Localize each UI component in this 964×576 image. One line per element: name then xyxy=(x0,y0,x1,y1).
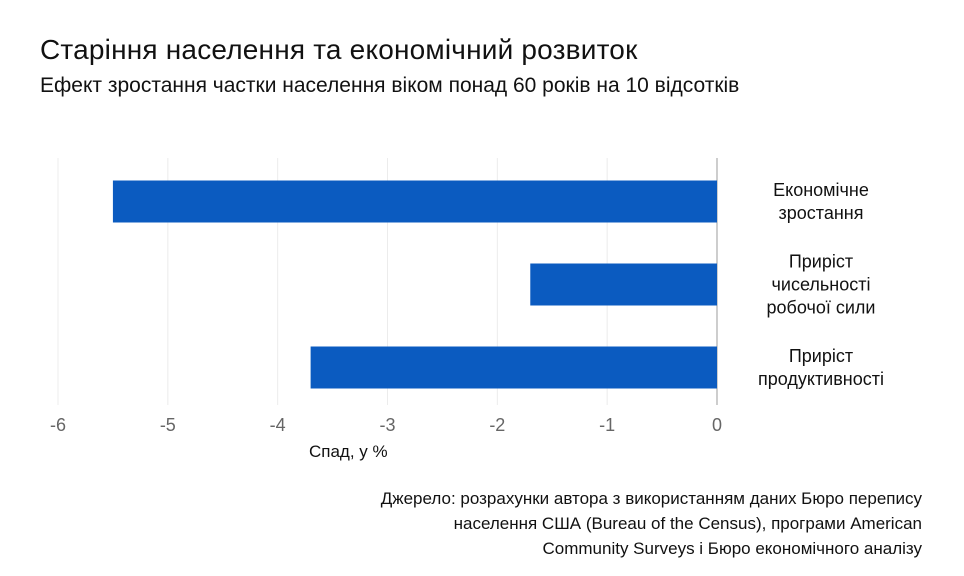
category-label: Економічне зростання xyxy=(773,180,869,223)
x-tick-label: -5 xyxy=(160,415,176,435)
bar xyxy=(112,180,717,223)
x-tick-label: -1 xyxy=(599,415,615,435)
x-tick-label: -4 xyxy=(270,415,286,435)
source-note: Джерело: розрахунки автора з використанн… xyxy=(380,489,922,558)
x-tick-label: 0 xyxy=(712,415,722,435)
x-tick-label: -6 xyxy=(50,415,66,435)
bar xyxy=(310,346,717,389)
bar xyxy=(530,263,717,306)
x-tick-label: -3 xyxy=(379,415,395,435)
category-label: Приріст продуктивності xyxy=(758,346,884,389)
chart-title: Старіння населення та економічний розвит… xyxy=(40,34,638,65)
x-axis-label: Спад, у % xyxy=(309,442,388,461)
chart-subtitle: Ефект зростання частки населення віком п… xyxy=(40,74,740,97)
category-label: Приріст чисельності робочої сили xyxy=(767,252,876,318)
x-tick-label: -2 xyxy=(489,415,505,435)
